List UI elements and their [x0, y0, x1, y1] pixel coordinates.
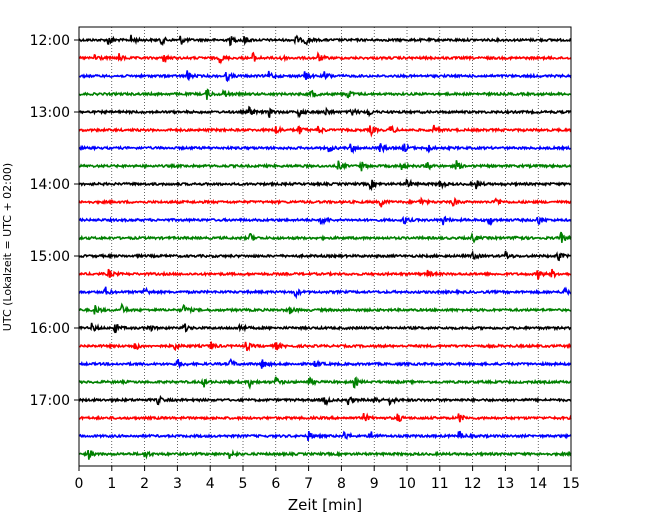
plot-frame	[78, 26, 572, 467]
seismic-trace-23	[78, 449, 572, 460]
x-tick-label-9: 9	[370, 476, 379, 492]
x-tick-label-11: 11	[431, 476, 449, 492]
grid-layer	[111, 27, 539, 466]
seismic-trace-17	[78, 341, 572, 352]
y-tick-label-4: 16:00	[30, 321, 70, 337]
x-tick-label-5: 5	[239, 476, 248, 492]
y-axis: 12:00 13:00 14:00 15:00 16:00 17:00	[30, 33, 79, 409]
x-tick-label-13: 13	[496, 476, 514, 492]
seismic-trace-7	[78, 160, 572, 172]
y-tick-label-5: 17:00	[30, 393, 70, 409]
y-tick-label-0: 12:00	[30, 33, 70, 49]
x-tick-label-4: 4	[206, 476, 215, 492]
x-tick-label-6: 6	[271, 476, 280, 492]
x-tick-label-3: 3	[173, 476, 182, 492]
x-axis-label: Zeit [min]	[288, 496, 362, 514]
trace-layer	[78, 34, 572, 460]
seismic-trace-22	[78, 430, 572, 442]
seismic-trace-20	[78, 394, 572, 407]
y-tick-label-3: 15:00	[30, 249, 70, 265]
seismic-trace-1	[78, 51, 572, 65]
x-axis: 0 1 2 3 4 5 6 7 8 9 10 11 12 13 14 15	[75, 466, 580, 492]
y-tick-label-1: 13:00	[30, 105, 70, 121]
seismic-trace-14	[78, 286, 572, 300]
seismic-trace-19	[78, 376, 572, 390]
seismic-trace-10	[78, 215, 572, 226]
x-tick-label-1: 1	[107, 476, 116, 492]
seismic-trace-0	[78, 34, 572, 47]
x-tick-label-15: 15	[562, 476, 580, 492]
x-tick-label-2: 2	[140, 476, 149, 492]
x-tick-label-12: 12	[464, 476, 482, 492]
seismic-trace-8	[78, 178, 572, 192]
y-tick-label-2: 14:00	[30, 177, 70, 193]
seismic-trace-11	[78, 231, 572, 244]
x-tick-label-7: 7	[304, 476, 313, 492]
x-tick-label-8: 8	[337, 476, 346, 492]
seismic-trace-9	[78, 196, 572, 208]
seismic-trace-18	[78, 357, 572, 370]
seismic-trace-4	[78, 105, 572, 119]
seismic-trace-2	[78, 70, 572, 83]
seismic-trace-5	[78, 124, 572, 138]
seismic-trace-3	[78, 88, 572, 100]
seismic-trace-12	[78, 249, 572, 262]
seismic-trace-16	[78, 322, 572, 334]
seismic-trace-13	[78, 268, 572, 280]
seismic-trace-21	[78, 412, 572, 423]
x-tick-label-14: 14	[529, 476, 547, 492]
y-axis-label: UTC (Lokalzeit = UTC + 02:00)	[1, 163, 14, 331]
x-tick-label-10: 10	[398, 476, 416, 492]
x-tick-label-0: 0	[75, 476, 84, 492]
seismic-trace-6	[78, 143, 572, 155]
seismic-trace-15	[79, 302, 572, 315]
